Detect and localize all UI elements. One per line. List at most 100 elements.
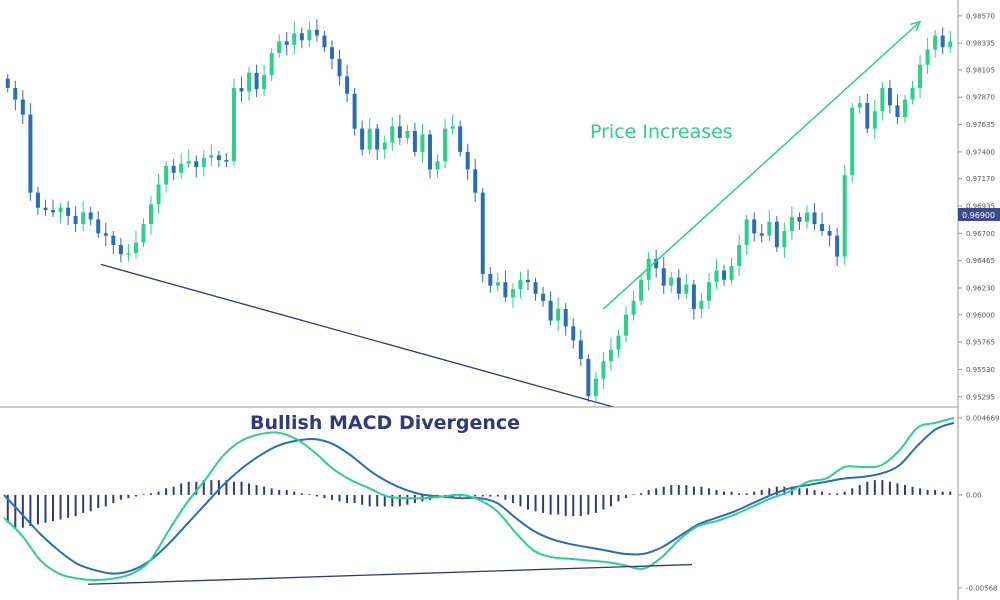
- price-tick-label: 0.98570: [966, 12, 995, 20]
- candle-body: [608, 349, 613, 362]
- candle-body: [420, 134, 425, 152]
- candle-body: [676, 277, 681, 294]
- candle-body: [367, 128, 372, 150]
- candle-body: [35, 192, 40, 208]
- candle-body: [186, 161, 191, 164]
- candle-body: [533, 282, 538, 294]
- candle-body: [443, 128, 448, 162]
- candle-body: [156, 184, 161, 205]
- candle-body: [51, 210, 56, 213]
- candle-body: [458, 126, 463, 152]
- candle-body: [737, 244, 742, 266]
- candle-body: [789, 217, 794, 232]
- candle-body: [141, 224, 146, 243]
- candle-body: [948, 41, 953, 48]
- candle-body: [925, 49, 930, 65]
- candle-body: [292, 33, 297, 45]
- candle-body: [118, 244, 123, 255]
- candle-body: [73, 215, 78, 225]
- candle-body: [902, 99, 907, 118]
- arrow-head: [910, 20, 922, 32]
- candle-body: [563, 308, 568, 327]
- price-trendline: [100, 263, 614, 408]
- price-lower-low-line: [100, 263, 614, 408]
- candle-body: [714, 270, 719, 283]
- candle-body: [133, 242, 138, 254]
- price-tick-label: 0.97870: [966, 94, 995, 102]
- candle-body: [66, 207, 71, 216]
- candle-body: [850, 107, 855, 176]
- candle-body: [593, 378, 598, 397]
- macd-lines: [3, 416, 955, 582]
- candle-body: [322, 35, 327, 48]
- candle-body: [28, 114, 33, 193]
- candle-body: [842, 175, 847, 257]
- candle-body: [473, 169, 478, 193]
- candle-body: [345, 76, 350, 94]
- candle-body: [450, 126, 455, 129]
- candle-body: [488, 274, 493, 286]
- candlestick-series: [5, 19, 953, 402]
- candle-body: [360, 128, 365, 150]
- candle-body: [526, 279, 531, 283]
- candle-body: [820, 224, 825, 232]
- macd-tick-label: 0.00: [966, 491, 982, 499]
- candle-body: [571, 326, 576, 341]
- candle-body: [835, 235, 840, 257]
- candle-body: [865, 103, 870, 129]
- candle-body: [646, 258, 651, 280]
- candle-body: [352, 93, 357, 129]
- candle-body: [284, 41, 289, 45]
- macd-tick-label: 0.004669: [966, 415, 999, 423]
- candle-body: [812, 212, 817, 225]
- candle-body: [706, 282, 711, 301]
- candle-body: [827, 231, 832, 236]
- candle-body: [375, 128, 380, 150]
- candle-body: [804, 212, 809, 222]
- price-tick-label: 0.96230: [966, 285, 995, 293]
- candle-body: [624, 314, 629, 336]
- candle-body: [13, 87, 18, 100]
- candle-body: [480, 192, 485, 275]
- candle-body: [103, 233, 108, 236]
- candle-body: [43, 207, 48, 211]
- candle-body: [684, 284, 689, 294]
- candle-body: [631, 300, 636, 315]
- candle-body: [548, 300, 553, 321]
- candle-body: [495, 282, 500, 286]
- price-tick-label: 0.95295: [966, 393, 995, 401]
- candle-body: [58, 207, 63, 213]
- candle-body: [412, 130, 417, 152]
- candle-body: [224, 160, 229, 162]
- candle-body: [918, 64, 923, 88]
- candle-body: [435, 161, 440, 170]
- macd-trendline: [87, 563, 693, 585]
- price-tick-label: 0.95765: [966, 339, 995, 347]
- price-tick-label: 0.95530: [966, 366, 995, 374]
- bullish-divergence-annotation: Bullish MACD Divergence: [250, 412, 520, 434]
- candle-body: [578, 340, 583, 359]
- candle-body: [427, 134, 432, 170]
- candle-body: [239, 87, 244, 92]
- candle-body: [382, 142, 387, 150]
- candle-body: [126, 253, 131, 255]
- candle-body: [262, 75, 267, 90]
- candle-body: [209, 155, 214, 158]
- macd-histogram: [6, 480, 952, 528]
- candle-body: [254, 72, 259, 90]
- candle-body: [299, 33, 304, 41]
- candle-body: [179, 163, 184, 173]
- candle-body: [314, 29, 319, 36]
- macd-higher-low-line: [87, 563, 693, 585]
- candle-body: [556, 308, 561, 321]
- candle-body: [231, 87, 236, 162]
- candle-body: [88, 212, 93, 220]
- candle-body: [586, 358, 591, 397]
- price-tick-label: 0.96465: [966, 257, 995, 265]
- candle-body: [601, 361, 606, 379]
- candle-body: [940, 35, 945, 48]
- candle-body: [518, 279, 523, 290]
- price-tick-label: 0.98335: [966, 40, 995, 48]
- candle-body: [201, 157, 206, 168]
- candle-body: [329, 47, 334, 59]
